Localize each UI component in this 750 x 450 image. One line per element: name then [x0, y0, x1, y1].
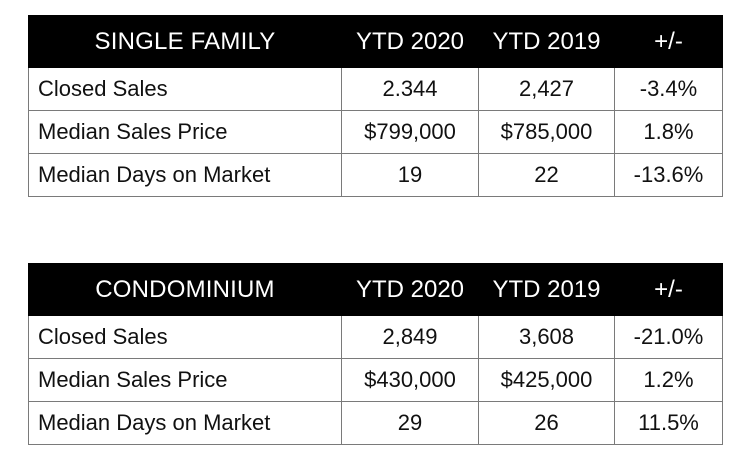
- table-row: Closed Sales 2,849 3,608 -21.0%: [28, 315, 723, 359]
- table-row: Median Days on Market 19 22 -13.6%: [28, 153, 723, 197]
- cell-change: -3.4%: [614, 67, 723, 111]
- cell-ytd-2019: 22: [478, 153, 615, 197]
- cell-ytd-2020: $430,000: [341, 358, 479, 402]
- cell-ytd-2020: 2.344: [341, 67, 479, 111]
- row-label: Closed Sales: [28, 67, 342, 111]
- column-header-ytd-2020: YTD 2020: [341, 263, 479, 316]
- table-row: Median Sales Price $430,000 $425,000 1.2…: [28, 358, 723, 402]
- cell-ytd-2020: 19: [341, 153, 479, 197]
- table-row: Median Days on Market 29 26 11.5%: [28, 401, 723, 445]
- cell-ytd-2019: $425,000: [478, 358, 615, 402]
- cell-ytd-2020: 29: [341, 401, 479, 445]
- cell-change: -13.6%: [614, 153, 723, 197]
- column-header-ytd-2019: YTD 2019: [478, 263, 615, 316]
- column-header-ytd-2019: YTD 2019: [478, 15, 615, 68]
- cell-change: 1.2%: [614, 358, 723, 402]
- row-label: Closed Sales: [28, 315, 342, 359]
- table-title: SINGLE FAMILY: [28, 15, 342, 68]
- cell-ytd-2019: 26: [478, 401, 615, 445]
- table-header-row: SINGLE FAMILY YTD 2020 YTD 2019 +/-: [28, 15, 723, 68]
- condominium-table: CONDOMINIUM YTD 2020 YTD 2019 +/- Closed…: [28, 263, 723, 445]
- single-family-table: SINGLE FAMILY YTD 2020 YTD 2019 +/- Clos…: [28, 15, 723, 197]
- table-header-row: CONDOMINIUM YTD 2020 YTD 2019 +/-: [28, 263, 723, 316]
- table-row: Closed Sales 2.344 2,427 -3.4%: [28, 67, 723, 111]
- cell-change: -21.0%: [614, 315, 723, 359]
- cell-ytd-2019: $785,000: [478, 110, 615, 154]
- table-title: CONDOMINIUM: [28, 263, 342, 316]
- row-label: Median Sales Price: [28, 358, 342, 402]
- cell-ytd-2019: 3,608: [478, 315, 615, 359]
- column-header-change: +/-: [614, 263, 723, 316]
- cell-ytd-2019: 2,427: [478, 67, 615, 111]
- cell-change: 11.5%: [614, 401, 723, 445]
- column-header-change: +/-: [614, 15, 723, 68]
- row-label: Median Days on Market: [28, 153, 342, 197]
- cell-change: 1.8%: [614, 110, 723, 154]
- row-label: Median Days on Market: [28, 401, 342, 445]
- table-row: Median Sales Price $799,000 $785,000 1.8…: [28, 110, 723, 154]
- row-label: Median Sales Price: [28, 110, 342, 154]
- cell-ytd-2020: $799,000: [341, 110, 479, 154]
- cell-ytd-2020: 2,849: [341, 315, 479, 359]
- column-header-ytd-2020: YTD 2020: [341, 15, 479, 68]
